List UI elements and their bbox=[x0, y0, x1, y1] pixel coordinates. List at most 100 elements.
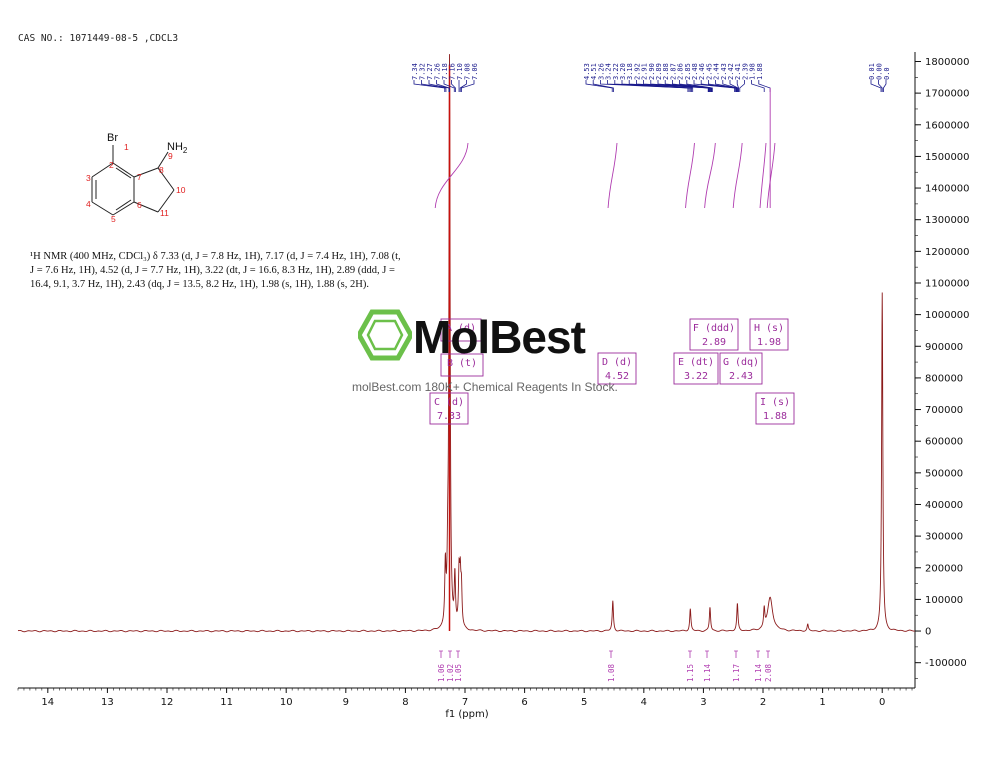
peak-group-right-connector bbox=[878, 80, 883, 92]
peak-group-mid-connector bbox=[679, 80, 713, 92]
annotation-value-F: 2.89 bbox=[702, 337, 726, 348]
peak-group-mid-connector bbox=[736, 80, 739, 92]
x-axis-label: f1 (ppm) bbox=[445, 709, 488, 720]
annotation-box-I bbox=[755, 392, 795, 425]
annotation-value-H: 1.98 bbox=[757, 337, 781, 348]
peak-group-mid-connector bbox=[585, 80, 613, 92]
integral-curve-4 bbox=[732, 142, 743, 209]
annotation-value-I: 1.88 bbox=[763, 411, 787, 422]
peak-group-left-label-4: 7.18 bbox=[441, 63, 449, 80]
y-tick-label-1800000: 1800000 bbox=[925, 57, 970, 68]
integral-bracket-4 bbox=[688, 650, 692, 658]
hexagon-logo-icon bbox=[358, 309, 412, 361]
peak-group-left-connector bbox=[443, 80, 455, 92]
y-tick-label-1500000: 1500000 bbox=[925, 152, 970, 163]
integral-value-8: 2.08 bbox=[764, 663, 773, 682]
x-tick-label-0: 0 bbox=[879, 697, 885, 708]
x-tick-label-5: 5 bbox=[581, 697, 587, 708]
x-tick-label-14: 14 bbox=[41, 697, 54, 708]
integral-bracket-7 bbox=[756, 650, 760, 658]
peak-group-mid-connector bbox=[592, 80, 614, 92]
x-tick-label-1: 1 bbox=[819, 697, 825, 708]
annotation-box-B bbox=[440, 353, 484, 377]
integral-value-5: 1.14 bbox=[703, 663, 712, 682]
integral-bracket-5 bbox=[705, 650, 709, 658]
annotation-box-A bbox=[440, 318, 482, 342]
bromine-atom: Br bbox=[107, 132, 118, 144]
x-tick-label-7: 7 bbox=[462, 697, 468, 708]
peak-group-mid-connector bbox=[672, 80, 712, 92]
y-tick-label-800000: 800000 bbox=[925, 373, 963, 384]
watermark-tagline: molBest.com 180K+ Chemical Reagents In S… bbox=[352, 380, 618, 394]
integral-bracket-6 bbox=[734, 650, 738, 658]
peak-group-mid-connector bbox=[700, 80, 736, 92]
integral-curve-5 bbox=[759, 142, 767, 209]
peak-group-mid-label-23: 1.98 bbox=[749, 63, 757, 80]
peak-group-mid-label-13: 2.86 bbox=[677, 63, 685, 80]
y-tick-label-1300000: 1300000 bbox=[925, 215, 970, 226]
peak-group-mid-label-17: 2.45 bbox=[705, 63, 713, 80]
x-tick-label-8: 8 bbox=[402, 697, 408, 708]
peak-group-right-connector bbox=[870, 80, 882, 92]
integral-bracket-0 bbox=[439, 650, 443, 658]
peak-group-left-label-5: 7.16 bbox=[449, 63, 457, 80]
y-tick-label-400000: 400000 bbox=[925, 500, 963, 511]
spectrum-trace bbox=[17, 54, 915, 633]
integral-value-3: 1.08 bbox=[607, 663, 616, 682]
peak-group-right-label-2: 0.0 bbox=[883, 67, 891, 80]
peak-group-mid-label-10: 2.89 bbox=[655, 63, 663, 80]
peak-group-left-label-0: 7.34 bbox=[411, 63, 419, 80]
y-tick-label-200000: 200000 bbox=[925, 563, 963, 574]
x-tick-label-3: 3 bbox=[700, 697, 706, 708]
peak-group-mid-label-3: 3.24 bbox=[605, 63, 613, 80]
y-tick-label-1200000: 1200000 bbox=[925, 247, 970, 258]
peak-group-mid-connector bbox=[722, 80, 738, 92]
peak-group-mid-label-8: 2.91 bbox=[641, 63, 649, 80]
integral-curve-2 bbox=[685, 142, 695, 209]
peak-group-mid-label-24: 1.88 bbox=[756, 63, 764, 80]
peak-group-mid-label-0: 4.53 bbox=[583, 63, 591, 80]
y-tick-label-100000: 100000 bbox=[925, 595, 963, 606]
y-tick-label-1100000: 1100000 bbox=[925, 278, 970, 289]
integral-bracket-3 bbox=[609, 650, 613, 658]
y-tick-label-300000: 300000 bbox=[925, 532, 963, 543]
peak-group-mid-label-7: 2.92 bbox=[633, 63, 641, 80]
atom-number-9: 9 bbox=[168, 151, 173, 161]
peak-group-mid-label-11: 2.88 bbox=[662, 63, 670, 80]
annotation-value-D: 4.52 bbox=[605, 371, 629, 382]
cas-header: CAS NO.: 1071449-08-5 ,CDCL3 bbox=[18, 33, 179, 44]
x-tick-label-12: 12 bbox=[161, 697, 174, 708]
y-tick-label-500000: 500000 bbox=[925, 468, 963, 479]
integral-curve-6 bbox=[766, 142, 776, 209]
peak-group-left-connector bbox=[413, 80, 446, 92]
peak-group-mid-connector bbox=[751, 80, 765, 92]
atom-number-1: 1 bbox=[124, 142, 129, 152]
y-tick-label--100000: -100000 bbox=[925, 658, 967, 669]
peak-group-mid-connector bbox=[715, 80, 738, 92]
peak-group-left-connector bbox=[421, 80, 447, 92]
y-tick-label-700000: 700000 bbox=[925, 405, 963, 416]
peak-group-mid-label-5: 3.20 bbox=[619, 63, 627, 80]
peak-group-right-label-0: 0.01 bbox=[868, 63, 876, 80]
annotation-value-E: 3.22 bbox=[684, 371, 708, 382]
integral-bracket-1 bbox=[448, 650, 452, 658]
chemical-structure bbox=[91, 145, 175, 216]
y-tick-label-1700000: 1700000 bbox=[925, 89, 970, 100]
integral-value-2: 1.05 bbox=[454, 664, 463, 682]
y-tick-label-1600000: 1600000 bbox=[925, 120, 970, 131]
y-tick-label-900000: 900000 bbox=[925, 342, 963, 353]
peak-group-left-connector bbox=[459, 80, 467, 92]
integral-bracket-2 bbox=[456, 650, 460, 658]
peak-group-mid-connector bbox=[628, 80, 694, 92]
peak-group-mid-connector bbox=[708, 80, 737, 92]
x-tick-label-11: 11 bbox=[220, 697, 233, 708]
peak-group-left-label-3: 7.26 bbox=[434, 63, 442, 80]
peak-group-left-label-2: 7.27 bbox=[426, 63, 434, 80]
annotation-title-A: A (d) bbox=[446, 323, 476, 334]
atom-number-6: 6 bbox=[137, 200, 142, 210]
peak-group-mid-label-22: 2.39 bbox=[741, 63, 749, 80]
amine-atom: NH2 bbox=[167, 141, 188, 155]
peak-group-mid-label-9: 2.90 bbox=[648, 63, 656, 80]
annotation-title-B: B (t) bbox=[447, 358, 477, 369]
annotation-box-F bbox=[689, 318, 739, 351]
